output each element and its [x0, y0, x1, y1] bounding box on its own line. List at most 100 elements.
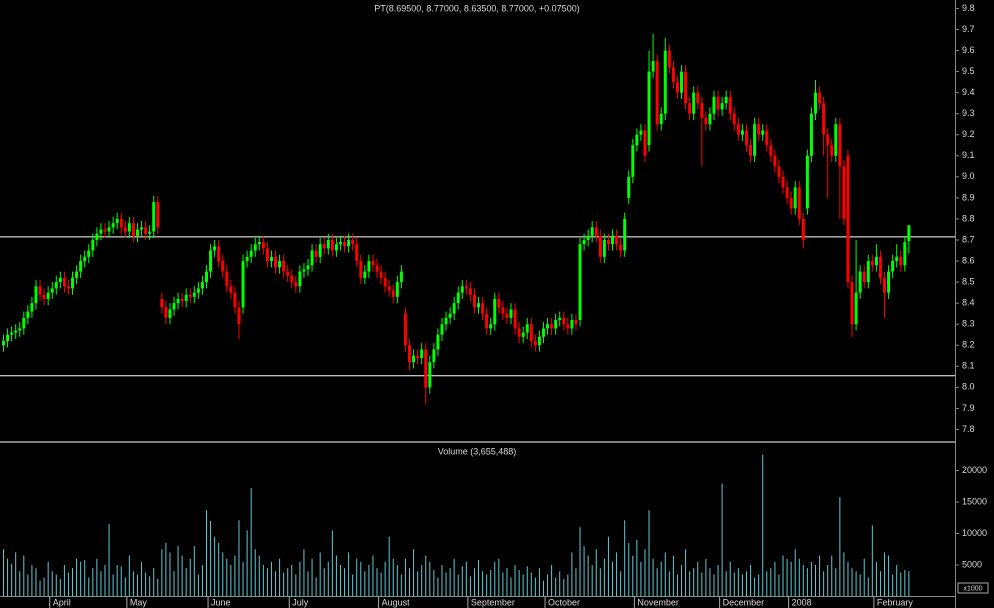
volume-bar: [823, 571, 825, 597]
candle-body: [822, 103, 826, 135]
volume-bar: [660, 561, 662, 597]
volume-bar: [847, 561, 849, 597]
volume-bar: [7, 558, 9, 597]
candle-body: [310, 250, 314, 266]
y-tick-label: 8.3: [962, 319, 975, 329]
volume-bar: [376, 568, 378, 597]
candle-body: [895, 256, 899, 262]
volume-bar: [652, 558, 654, 597]
candle-body: [558, 317, 562, 320]
candle-body: [351, 240, 355, 245]
candle-body: [71, 277, 75, 289]
volume-bar: [76, 558, 78, 597]
volume-bar: [132, 571, 134, 597]
candle-body: [903, 242, 907, 266]
volume-bar: [141, 561, 143, 597]
x-tick-label: June: [211, 597, 231, 607]
candle-body: [797, 187, 801, 219]
candle-body: [62, 277, 66, 287]
volume-bar: [441, 564, 443, 597]
volume-bar: [522, 574, 524, 597]
candle-body: [883, 277, 887, 293]
candle-body: [75, 271, 79, 278]
volume-bar: [344, 568, 346, 597]
candle-body: [436, 334, 440, 350]
volume-bar: [729, 561, 731, 597]
candle-body: [209, 250, 213, 272]
candle-body: [533, 341, 537, 346]
volume-bar: [502, 572, 504, 597]
y-tick-label: 8.2: [962, 340, 975, 350]
candle-body: [468, 288, 472, 295]
volume-bar: [855, 571, 857, 597]
candle-body: [550, 324, 554, 329]
candle-body: [700, 103, 704, 118]
candle-body: [842, 166, 846, 219]
volume-bar: [287, 568, 289, 597]
y-tick-label: 7.9: [962, 403, 975, 413]
volume-bar: [518, 570, 520, 597]
volume-bar: [725, 571, 727, 597]
volume-bar: [526, 566, 528, 597]
candle-body: [54, 282, 58, 289]
volume-bar: [473, 568, 475, 597]
volume-bar: [875, 561, 877, 597]
volume-bar: [43, 577, 45, 597]
volume-bar: [786, 558, 788, 597]
candle-body: [46, 292, 50, 299]
volume-bar: [165, 542, 167, 597]
candle-body: [793, 187, 797, 209]
volume-bar: [128, 555, 130, 597]
volume-bar: [35, 568, 37, 597]
candle-body: [489, 324, 493, 329]
y-tick-label: 9.7: [962, 24, 975, 34]
volume-bar: [819, 555, 821, 597]
volume-bar: [827, 564, 829, 597]
volume-bar: [892, 574, 894, 597]
candle-body: [521, 332, 525, 337]
candle-body: [809, 113, 813, 156]
volume-bar: [250, 488, 252, 597]
y-tick-label: 9.3: [962, 108, 975, 118]
candle-body: [765, 130, 769, 146]
volume-bar: [157, 578, 159, 597]
candle-body: [26, 311, 30, 318]
candle-body: [562, 317, 566, 325]
candle-body: [107, 227, 111, 232]
candle-body: [537, 336, 541, 346]
candle-body: [606, 240, 610, 245]
candle-body: [866, 261, 870, 283]
volume-bar: [741, 574, 743, 597]
volume-bar: [595, 549, 597, 597]
candle-body: [269, 256, 273, 262]
volume-bar: [149, 576, 151, 597]
volume-bar: [482, 571, 484, 597]
candle-body: [517, 328, 521, 337]
volume-bar: [705, 558, 707, 597]
candle-body: [420, 349, 424, 358]
volume-bar: [636, 539, 638, 597]
volume-bar: [490, 570, 492, 597]
candle-body: [728, 96, 732, 114]
candle-body: [408, 345, 411, 363]
volume-bar: [19, 571, 21, 597]
candle-body: [144, 227, 148, 234]
volume-bar: [222, 552, 224, 597]
candle-body: [213, 246, 217, 251]
volume-bar: [733, 572, 735, 597]
volume-bar: [469, 576, 471, 597]
volume-bar: [279, 558, 281, 597]
volume-bar: [583, 546, 585, 597]
volume-bar: [230, 564, 232, 597]
volume-bar: [900, 572, 902, 597]
candle-body: [878, 256, 882, 278]
volume-bar: [173, 571, 175, 597]
candle-body: [387, 286, 391, 291]
volume-bar: [457, 574, 459, 597]
candle-body: [493, 298, 497, 325]
volume-bar: [681, 564, 683, 597]
volume-bar: [214, 536, 216, 597]
volume-bar: [323, 568, 325, 597]
candle-body: [103, 229, 107, 232]
